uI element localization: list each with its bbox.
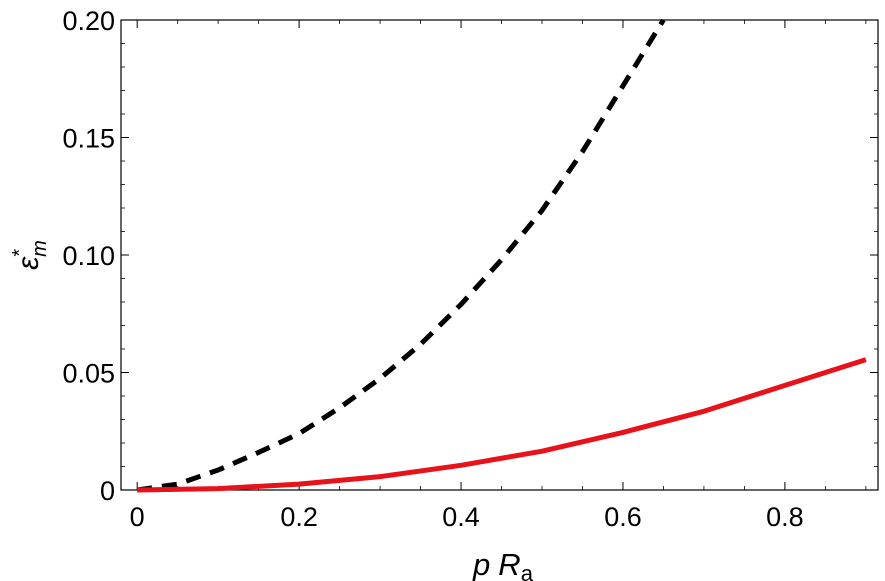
x-axis-title-p: p [472, 547, 490, 581]
x-tick-label: 0.2 [280, 502, 318, 532]
y-axis-title-sub: m [29, 240, 51, 257]
y-tick-label: 0.20 [62, 6, 115, 36]
series-line-1 [137, 357, 867, 493]
ticks-layer [121, 19, 878, 491]
plot-frame [120, 19, 879, 491]
x-tick-label: 0 [130, 502, 145, 532]
y-axis-title-eps: ε [12, 256, 45, 270]
series-line-0 [136, 18, 666, 493]
y-tick-label: 0.15 [62, 124, 115, 154]
y-axis-title: ε*m [9, 240, 51, 270]
x-axis-title: p Ra [472, 547, 534, 581]
x-axis-title-r: R [498, 547, 520, 581]
x-axis-title-sub: a [521, 561, 534, 581]
x-tick-label: 0.6 [604, 502, 642, 532]
y-tick-label: 0 [100, 476, 115, 506]
y-tick-label: 0.05 [62, 359, 115, 389]
series-layer [136, 18, 867, 493]
y-axis-title-sup: * [9, 249, 31, 257]
y-tick-label: 0.10 [62, 241, 115, 271]
x-tick-label: 0.8 [766, 502, 804, 532]
labels-layer: 0 0.2 0.4 0.6 0.8 0 0.05 0.10 0.15 0.20 [62, 6, 803, 532]
x-tick-label: 0.4 [442, 502, 480, 532]
